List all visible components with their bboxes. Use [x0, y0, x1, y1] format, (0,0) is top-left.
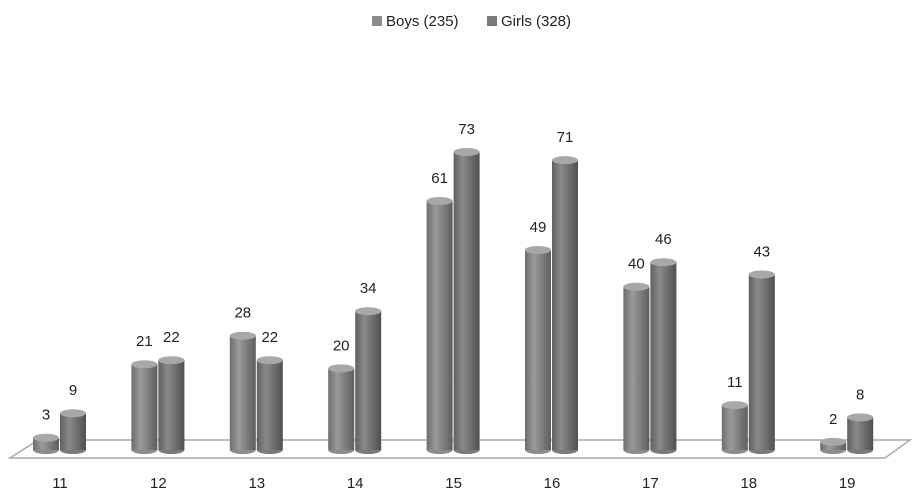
bar-top: [426, 196, 453, 205]
legend-swatch: [487, 16, 497, 26]
bar: [820, 437, 847, 454]
bar-body: [623, 286, 650, 450]
bar-body: [721, 405, 748, 450]
bar: [131, 360, 158, 454]
bar: [748, 270, 775, 454]
legend-label: Boys (235): [386, 13, 459, 30]
bar-top: [229, 331, 256, 340]
bar-body: [552, 160, 578, 451]
data-label: 34: [360, 280, 377, 297]
bar: [525, 245, 551, 454]
data-label: 61: [431, 170, 448, 187]
data-label: 28: [234, 305, 251, 322]
bar-body: [60, 413, 86, 450]
bar-top: [721, 401, 748, 410]
bar: [552, 156, 578, 454]
bar-top: [256, 356, 283, 365]
data-label: 22: [163, 329, 180, 346]
bar-top: [650, 258, 677, 267]
data-label: 73: [458, 121, 475, 138]
x-tick-label: 13: [248, 475, 265, 492]
bar-top: [158, 356, 185, 365]
bar-top: [820, 437, 847, 446]
x-tick-label: 19: [839, 475, 856, 492]
legend-label: Girls (328): [501, 13, 571, 30]
bar-body: [820, 441, 847, 450]
data-label: 3: [42, 407, 50, 424]
bar: [256, 356, 283, 454]
bar-body: [453, 152, 480, 450]
bar: [328, 364, 355, 454]
x-tick-label: 17: [642, 475, 659, 492]
bar-top: [328, 364, 355, 373]
bar-top: [623, 282, 650, 291]
bar-top: [748, 270, 775, 279]
bar-body: [525, 249, 551, 450]
data-label: 71: [557, 129, 574, 146]
data-label: 8: [856, 386, 864, 403]
bar: [158, 356, 185, 454]
bar-body: [158, 360, 185, 450]
x-tick-label: 12: [150, 475, 167, 492]
bar: [623, 282, 650, 454]
data-label: 11: [727, 374, 743, 391]
bar-body: [748, 274, 775, 450]
data-label: 22: [261, 329, 278, 346]
bar: [453, 148, 480, 454]
data-label: 43: [753, 243, 770, 260]
bar-top: [131, 360, 158, 369]
data-label: 49: [530, 219, 547, 236]
legend-swatch: [372, 16, 382, 26]
bar: [33, 433, 59, 454]
bar: [650, 258, 677, 454]
bar: [847, 413, 874, 454]
bar-top: [33, 433, 59, 442]
bar: [355, 307, 382, 454]
bar-top: [847, 413, 874, 422]
x-tick-label: 14: [347, 475, 364, 492]
data-label: 46: [655, 231, 672, 248]
bar-body: [229, 335, 256, 450]
bar-body: [426, 200, 453, 450]
bar: [229, 331, 256, 454]
bar-top: [60, 409, 86, 418]
bar-top: [525, 245, 551, 254]
bar-body: [131, 364, 158, 450]
bar-top: [552, 156, 578, 165]
bar-body: [328, 368, 355, 450]
bar: [721, 401, 748, 454]
bar: [426, 196, 453, 454]
bar: [60, 409, 86, 454]
data-label: 20: [333, 337, 350, 354]
bar-body: [256, 360, 283, 450]
x-tick-label: 16: [544, 475, 561, 492]
data-label: 2: [829, 411, 837, 428]
x-tick-label: 18: [740, 475, 757, 492]
data-label: 21: [136, 333, 153, 350]
x-tick-label: 11: [52, 475, 68, 492]
bar-top: [355, 307, 382, 316]
x-tick-label: 15: [445, 475, 462, 492]
bar-body: [847, 417, 874, 450]
data-label: 9: [69, 382, 77, 399]
bar-body: [355, 311, 382, 450]
bar-top: [453, 148, 480, 156]
bar-body: [650, 262, 677, 450]
data-label: 40: [628, 256, 645, 273]
